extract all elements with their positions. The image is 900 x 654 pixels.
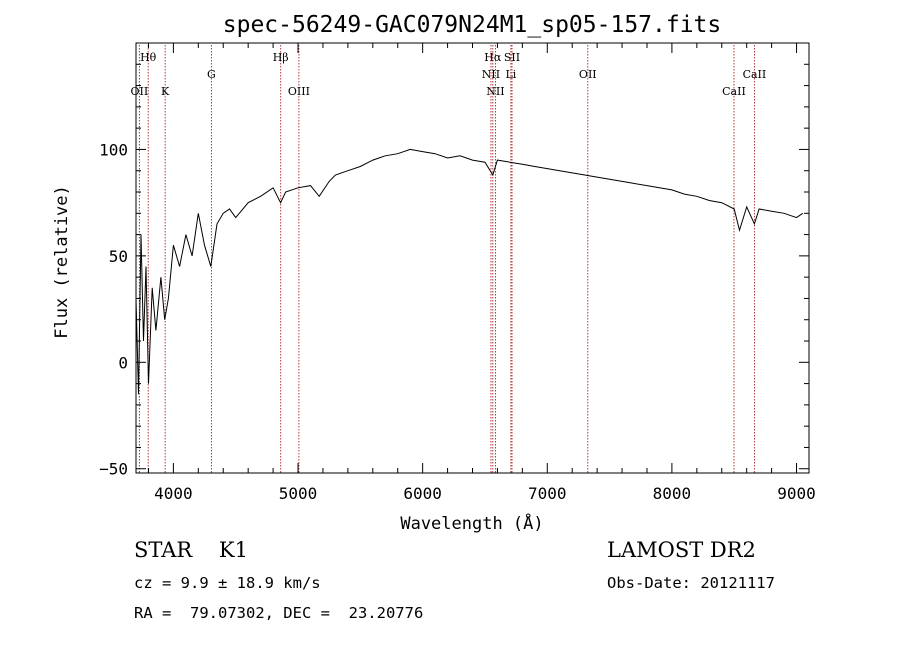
- spectral-line-label: G: [207, 68, 216, 81]
- x-axis-label: Wavelength (Å): [400, 512, 543, 534]
- x-tick-label: 9000: [777, 484, 816, 503]
- spectral-line-label: OII: [131, 85, 149, 98]
- x-tick-label: 7000: [528, 484, 567, 503]
- x-tick-label: 8000: [653, 484, 692, 503]
- y-axis-label: Flux (relative): [52, 185, 72, 339]
- x-tick-label: 6000: [403, 484, 442, 503]
- spectral-line-label: Hβ: [273, 51, 289, 64]
- spectral-line-label: Hθ: [140, 51, 157, 64]
- x-tick-label: 4000: [154, 484, 193, 503]
- spectral-line-label: Li: [505, 68, 516, 81]
- y-tick-label: 0: [118, 353, 128, 372]
- x-axis: 4000 5000 6000 7000 8000 9000: [147, 43, 816, 503]
- spectral-line-label: CaII: [722, 85, 746, 98]
- spectral-line-label: NII: [486, 85, 504, 98]
- observation-date: Obs-Date: 20121117: [607, 574, 775, 592]
- spectral-line-label: CaII: [743, 68, 767, 81]
- y-axis: −50 0 50 100: [99, 63, 809, 479]
- plot-frame: [135, 42, 810, 474]
- spectral-line-label: SII: [504, 51, 520, 64]
- object-classification: STAR K1: [134, 538, 248, 562]
- spectral-line-label: OIII: [288, 85, 310, 98]
- survey-name: LAMOST DR2: [607, 538, 756, 562]
- spectral-line-label: Hα: [484, 51, 502, 64]
- y-tick-label: 50: [109, 247, 128, 266]
- y-tick-label: 100: [99, 140, 128, 159]
- spectral-line-label: K: [161, 85, 170, 98]
- spectral-line-label: NII: [482, 68, 500, 81]
- coordinates-readout: RA = 79.07302, DEC = 23.20776: [134, 604, 424, 622]
- redshift-readout: cz = 9.9 ± 18.9 km/s: [134, 574, 321, 592]
- flux-series-line: [135, 148, 804, 395]
- x-tick-label: 5000: [279, 484, 318, 503]
- spectral-line-label: OII: [579, 68, 597, 81]
- y-tick-label: −50: [99, 460, 128, 479]
- chart-title: spec-56249-GAC079N24M1_sp05-157.fits: [223, 12, 722, 38]
